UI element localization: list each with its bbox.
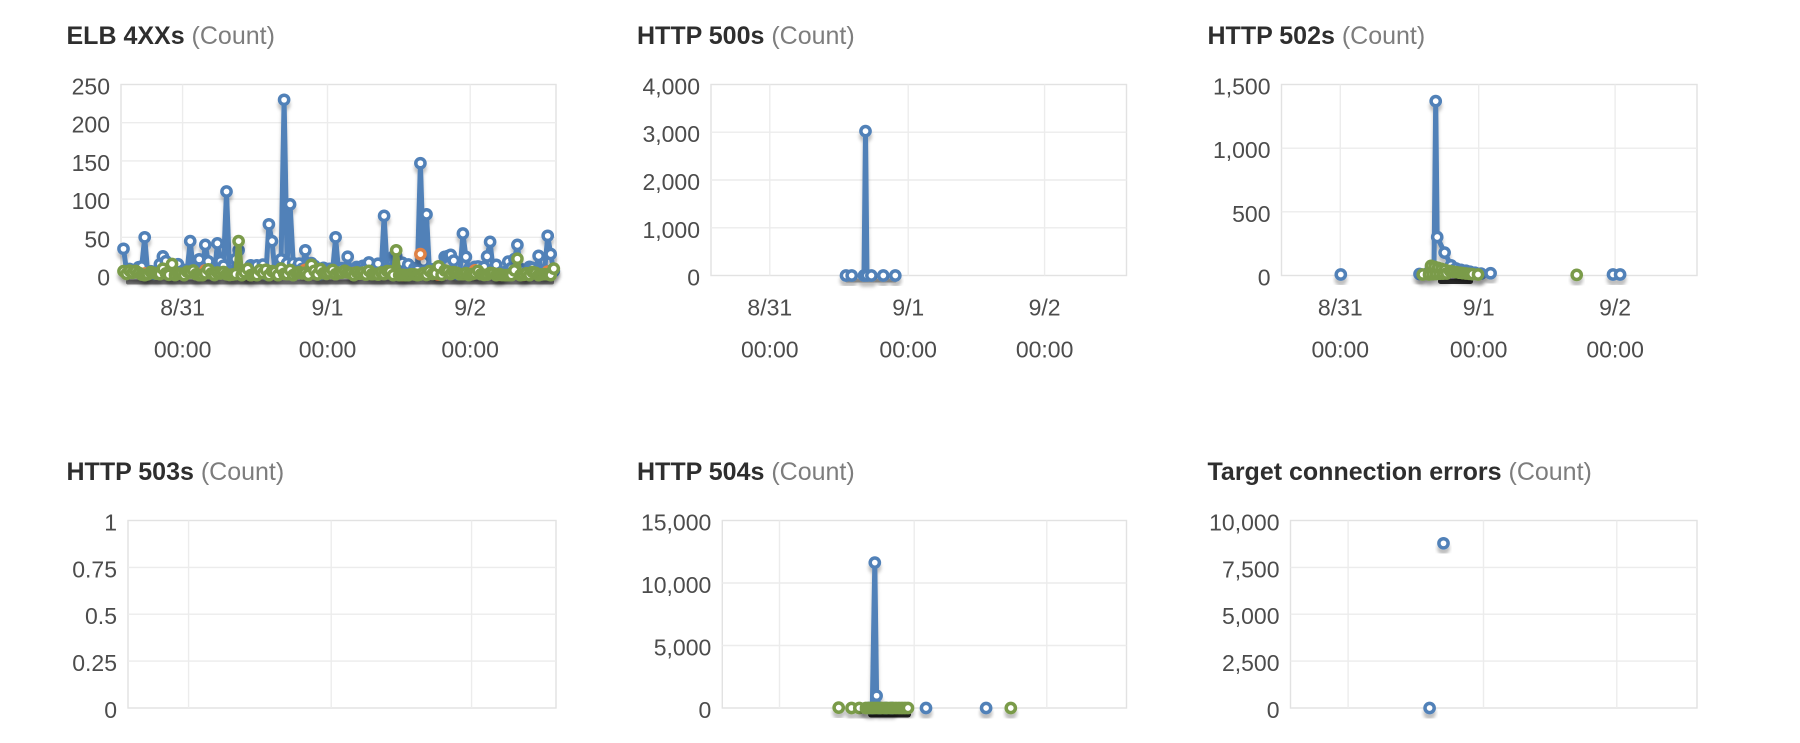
svg-text:8/31: 8/31 [747, 295, 792, 321]
svg-text:9/1: 9/1 [312, 295, 344, 321]
svg-text:1,500: 1,500 [1213, 74, 1271, 100]
svg-text:9/2: 9/2 [1029, 295, 1061, 321]
svg-text:200: 200 [72, 112, 110, 138]
svg-text:8/31: 8/31 [160, 295, 205, 321]
svg-text:00:00: 00:00 [741, 337, 799, 363]
svg-text:0: 0 [687, 265, 700, 291]
svg-text:2,000: 2,000 [642, 169, 700, 195]
svg-text:5,000: 5,000 [654, 635, 712, 661]
svg-text:2,500: 2,500 [1222, 650, 1280, 676]
svg-text:00:00: 00:00 [441, 337, 499, 363]
svg-text:0.25: 0.25 [72, 650, 117, 676]
svg-text:100: 100 [72, 188, 110, 214]
svg-text:250: 250 [72, 74, 110, 100]
svg-text:9/2: 9/2 [454, 295, 486, 321]
svg-text:9/1: 9/1 [1463, 295, 1495, 321]
svg-text:00:00: 00:00 [879, 337, 937, 363]
svg-text:10,000: 10,000 [1209, 510, 1279, 536]
svg-text:5,000: 5,000 [1222, 603, 1280, 629]
svg-text:HTTP 503s (Count): HTTP 503s (Count) [67, 458, 285, 486]
svg-text:00:00: 00:00 [299, 337, 357, 363]
svg-text:9/2: 9/2 [1599, 295, 1631, 321]
svg-text:1,000: 1,000 [642, 217, 700, 243]
svg-text:ELB 4XXs (Count): ELB 4XXs (Count) [67, 22, 275, 50]
svg-text:0.5: 0.5 [85, 603, 117, 629]
svg-text:1,000: 1,000 [1213, 137, 1271, 163]
svg-text:9/1: 9/1 [892, 295, 924, 321]
svg-text:10,000: 10,000 [641, 572, 711, 598]
svg-text:0: 0 [1258, 265, 1271, 291]
svg-text:7,500: 7,500 [1222, 556, 1280, 582]
svg-text:0: 0 [97, 265, 110, 291]
svg-text:8/31: 8/31 [1318, 295, 1363, 321]
svg-text:0: 0 [104, 697, 117, 723]
svg-text:3,000: 3,000 [642, 121, 700, 147]
svg-text:HTTP 502s (Count): HTTP 502s (Count) [1208, 22, 1426, 50]
svg-text:50: 50 [84, 226, 110, 252]
svg-text:500: 500 [1232, 201, 1270, 227]
svg-text:1: 1 [104, 510, 117, 536]
svg-text:0: 0 [699, 697, 712, 723]
svg-text:15,000: 15,000 [641, 510, 711, 536]
svg-text:00:00: 00:00 [1586, 337, 1644, 363]
svg-text:0: 0 [1267, 697, 1280, 723]
svg-text:0.75: 0.75 [72, 556, 117, 582]
svg-text:4,000: 4,000 [642, 74, 700, 100]
svg-text:HTTP 500s (Count): HTTP 500s (Count) [637, 22, 855, 50]
svg-text:00:00: 00:00 [154, 337, 212, 363]
svg-text:00:00: 00:00 [1312, 337, 1370, 363]
svg-text:HTTP 504s (Count): HTTP 504s (Count) [637, 458, 855, 486]
svg-text:Target connection errors (Coun: Target connection errors (Count) [1208, 458, 1592, 486]
svg-text:00:00: 00:00 [1450, 337, 1508, 363]
svg-text:00:00: 00:00 [1016, 337, 1074, 363]
svg-text:150: 150 [72, 150, 110, 176]
